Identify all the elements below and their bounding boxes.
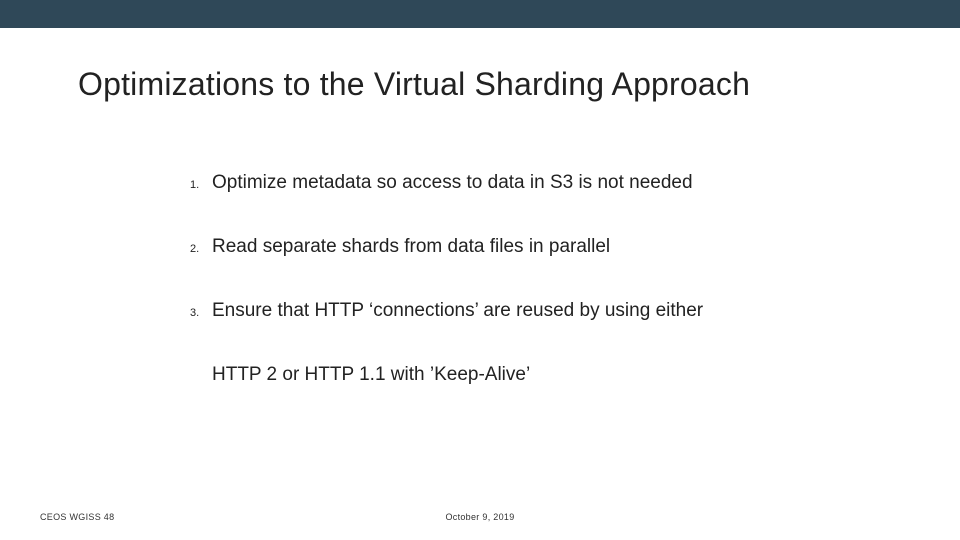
list-number: 2. [190,239,212,260]
list-text: Ensure that HTTP ‘connections’ are reuse… [212,293,703,329]
list-text: Read separate shards from data files in … [212,229,610,265]
footer-left: CEOS WGISS 48 [40,512,114,522]
footer-date: October 9, 2019 [445,512,514,522]
numbered-list: 1. Optimize metadata so access to data i… [190,165,890,329]
top-bar [0,0,960,28]
list-text: Optimize metadata so access to data in S… [212,165,693,201]
list-item: 3. Ensure that HTTP ‘connections’ are re… [190,293,890,329]
list-number: 1. [190,175,212,196]
slide-title: Optimizations to the Virtual Sharding Ap… [78,66,960,103]
list-item: 1. Optimize metadata so access to data i… [190,165,890,201]
list-number: 3. [190,303,212,324]
list-item: 2. Read separate shards from data files … [190,229,890,265]
list-continuation: HTTP 2 or HTTP 1.1 with ’Keep-Alive’ [212,357,960,393]
